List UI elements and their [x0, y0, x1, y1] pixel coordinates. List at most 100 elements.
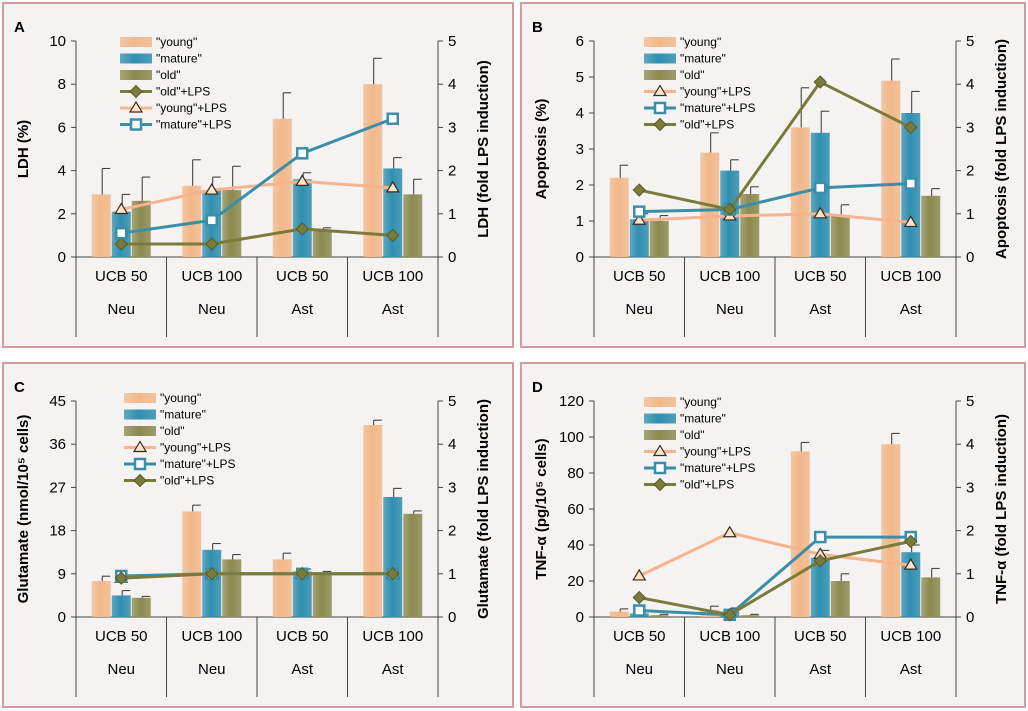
- category-label: UCB 50: [276, 628, 329, 645]
- group-label: Ast: [382, 661, 405, 678]
- legend-label: "old"+LPS: [680, 118, 734, 132]
- legend-label: "mature": [680, 52, 726, 66]
- y-tick-label-right: 0: [448, 249, 456, 266]
- series-point: [205, 237, 219, 251]
- y-tick-label-right: 2: [448, 523, 456, 540]
- category-label: UCB 100: [362, 268, 423, 285]
- legend-marker: [128, 100, 144, 113]
- series-point: [295, 222, 309, 236]
- y-tick-label-left: 20: [567, 573, 584, 590]
- legend-swatch: [644, 53, 676, 64]
- legend-label: "mature": [680, 412, 726, 426]
- y-axis-title-right: Glutamate (fold LPS induction): [475, 399, 492, 619]
- bar: [403, 194, 423, 257]
- y-tick-label-right: 3: [966, 119, 974, 136]
- group-label: Ast: [809, 661, 832, 678]
- chart-a: 0 2 4 6 8 10 0 1 2 3 4 5 UCB 50 Neu UCB 100 Neu UCB 50 As…: [14, 19, 492, 337]
- legend-label: "young"+LPS: [156, 101, 227, 115]
- bar: [649, 221, 669, 257]
- legend-label: "young"+LPS: [680, 85, 751, 99]
- legend-marker: [653, 117, 667, 132]
- series-point: [813, 554, 827, 568]
- y-tick-label-right: 5: [448, 33, 456, 50]
- y-tick-label-left: 0: [576, 249, 584, 266]
- series-point: [204, 182, 219, 195]
- y-tick-label-right: 2: [966, 523, 974, 540]
- y-axis-title-right: Apoptosis (fold LPS induction): [993, 39, 1010, 259]
- y-tick-label-left: 1: [576, 213, 584, 230]
- series-line: [638, 80, 912, 212]
- y-tick-label-left: 5: [576, 69, 584, 86]
- y-tick-label-left: 4: [58, 163, 66, 180]
- series-point: [114, 571, 128, 585]
- y-tick-label-left: 2: [576, 177, 584, 194]
- series-point: [723, 202, 737, 217]
- panel-letter: A: [14, 19, 25, 36]
- legend-swatch: [644, 70, 676, 80]
- group-label: Ast: [291, 301, 314, 318]
- series-point: [633, 205, 646, 218]
- bar: [91, 194, 111, 257]
- y-tick-label-right: 4: [448, 76, 456, 93]
- series-point: [904, 120, 918, 135]
- series-point: [632, 590, 646, 605]
- series-point: [903, 215, 918, 228]
- legend-swatch: [644, 413, 676, 424]
- y-tick-label-left: 45: [49, 393, 66, 410]
- bar: [609, 177, 629, 257]
- y-tick-label-right: 2: [966, 163, 974, 180]
- y-tick-label-right: 4: [966, 436, 974, 453]
- legend-label: "mature"+LPS: [680, 461, 756, 475]
- y-tick-label-right: 1: [966, 566, 974, 583]
- legend-label: "old": [156, 68, 181, 82]
- series-line: [121, 572, 393, 580]
- bar: [292, 179, 312, 257]
- y-tick-label-right: 5: [966, 393, 974, 410]
- category-label: UCB 100: [880, 628, 941, 645]
- legend-marker: [133, 457, 147, 471]
- bar: [292, 571, 312, 617]
- bar: [202, 549, 222, 617]
- bar: [363, 84, 383, 257]
- group-label: Ast: [900, 661, 923, 678]
- y-tick-label-left: 40: [567, 537, 584, 554]
- y-tick-label-left: 36: [49, 436, 66, 453]
- category-label: UCB 50: [95, 628, 148, 645]
- series-point: [386, 112, 399, 126]
- legend-label: "old"+LPS: [156, 85, 210, 99]
- category-label: UCB 100: [181, 268, 242, 285]
- legend-label: "mature"+LPS: [160, 457, 236, 471]
- legend-marker: [653, 477, 667, 492]
- group-label: Neu: [625, 661, 653, 678]
- series-point: [904, 534, 918, 549]
- series-point: [722, 525, 737, 538]
- category-label: UCB 50: [794, 628, 847, 645]
- legend-swatch: [124, 409, 156, 420]
- series-point: [723, 608, 737, 622]
- bar: [740, 194, 760, 257]
- group-label: Ast: [900, 301, 923, 318]
- category-label: UCB 100: [699, 268, 760, 285]
- legend-swatch: [124, 393, 156, 403]
- bar: [383, 497, 403, 617]
- category-label: UCB 50: [794, 268, 847, 285]
- bar: [91, 581, 111, 617]
- bar: [810, 557, 830, 617]
- bar: [403, 513, 423, 617]
- series-point: [813, 75, 827, 89]
- panel-letter: B: [532, 19, 543, 36]
- group-label: Neu: [625, 301, 653, 318]
- bar: [881, 80, 901, 257]
- y-tick-label-left: 0: [58, 609, 66, 626]
- y-axis-title-left: Glutamate (nmol/10⁵ cells): [15, 415, 32, 604]
- bar: [312, 231, 332, 257]
- bar: [363, 425, 383, 617]
- panel-letter: D: [532, 379, 543, 396]
- category-label: UCB 100: [880, 268, 941, 285]
- series-point: [296, 147, 309, 160]
- y-axis-title-left: Apoptosis (%): [533, 99, 550, 200]
- legend-marker: [653, 461, 667, 475]
- legend-swatch: [120, 70, 152, 80]
- legend-label: "mature"+LPS: [156, 118, 232, 132]
